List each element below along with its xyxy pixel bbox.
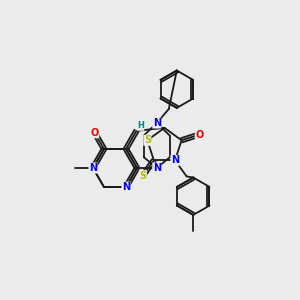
Text: O: O [91, 128, 99, 138]
Text: H: H [137, 121, 144, 130]
Text: O: O [195, 130, 203, 140]
Text: N: N [153, 118, 161, 128]
Text: N: N [122, 182, 130, 192]
Text: N: N [171, 155, 179, 165]
Text: N: N [153, 163, 161, 173]
Text: S: S [144, 135, 151, 145]
Text: N: N [89, 163, 97, 173]
Text: S: S [139, 170, 146, 181]
